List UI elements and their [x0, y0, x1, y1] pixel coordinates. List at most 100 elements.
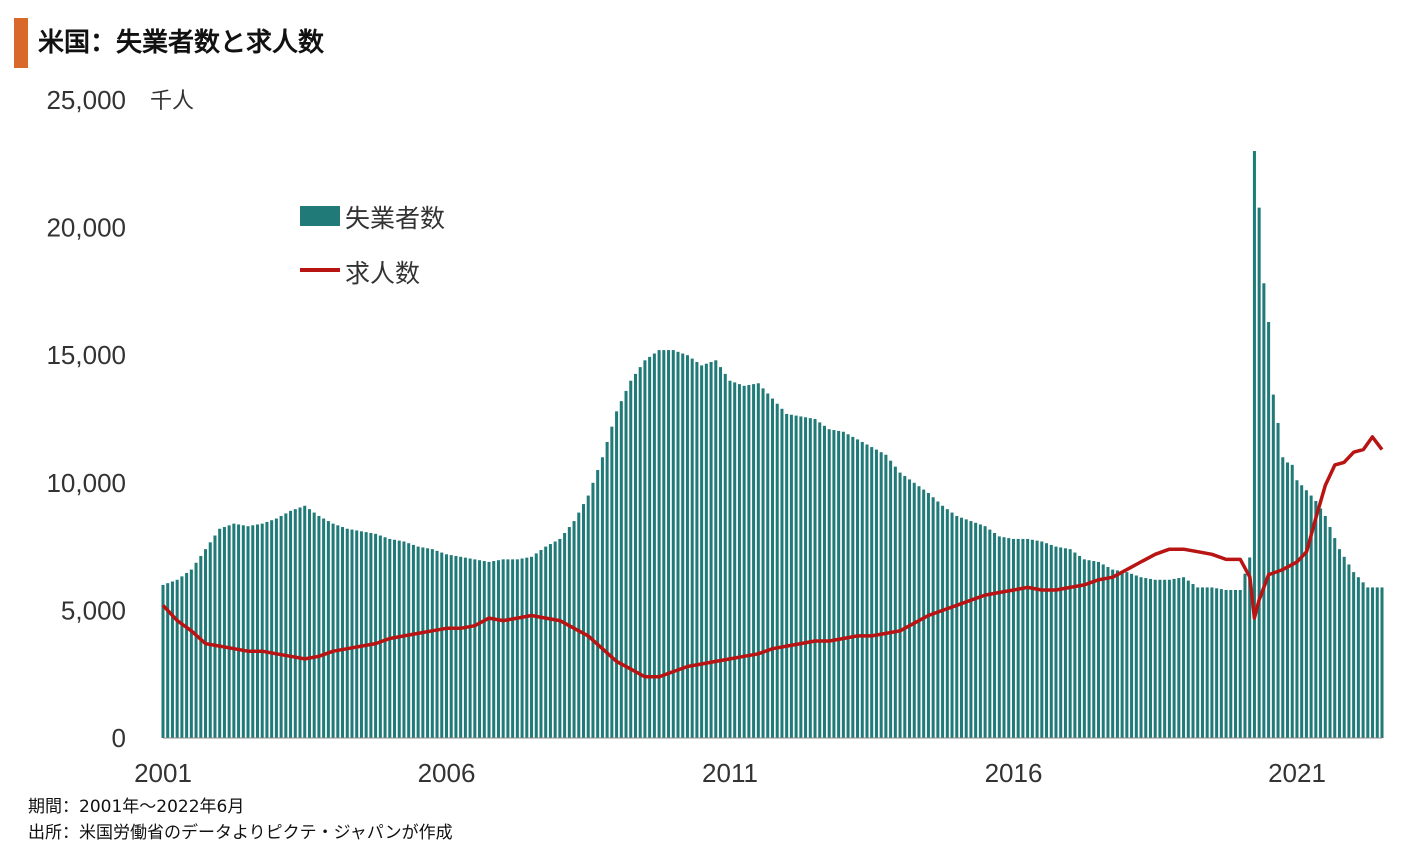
x-tick-label: 2006 — [418, 758, 476, 788]
unemployed-bar — [1234, 589, 1238, 738]
unemployed-bar — [1073, 552, 1077, 738]
unemployed-bar — [411, 544, 415, 738]
unemployed-bar — [1352, 572, 1356, 738]
unemployed-bar — [430, 549, 434, 738]
y-tick-label: 0 — [112, 723, 126, 753]
unemployed-bar — [1087, 560, 1091, 738]
unemployed-bar — [794, 415, 798, 738]
legend-label-unemployed: 失業者数 — [345, 204, 445, 233]
unemployed-bar — [577, 512, 581, 738]
unemployed-bar — [1002, 537, 1006, 738]
unemployed-bar — [889, 460, 893, 738]
unemployed-bar — [808, 418, 812, 738]
unemployed-bar — [884, 454, 888, 738]
unemployed-bar — [667, 350, 671, 738]
unemployed-bar — [950, 512, 954, 738]
unemployed-bar — [1224, 589, 1228, 738]
unemployed-bar — [690, 358, 694, 738]
unemployed-bar — [728, 380, 732, 738]
legend: 失業者数 求人数 — [300, 204, 445, 288]
unemployed-bar — [695, 362, 699, 738]
unemployed-bar — [789, 414, 793, 738]
unemployed-bar — [832, 430, 836, 738]
unemployed-bar — [1304, 490, 1308, 738]
job-openings-line — [161, 435, 1384, 679]
unemployed-bar — [1186, 580, 1190, 738]
unemployed-bar — [1271, 394, 1275, 738]
title-accent-bar — [14, 18, 28, 68]
unemployed-bar — [1153, 579, 1157, 738]
unemployed-bar — [742, 385, 746, 738]
unemployed-bar — [704, 363, 708, 738]
unemployed-bar — [615, 411, 619, 738]
unemployed-bar — [1347, 564, 1351, 738]
unemployed-bar — [955, 515, 959, 738]
unemployed-bar — [785, 413, 789, 738]
unemployed-bar — [846, 434, 850, 738]
unemployed-bar — [312, 512, 316, 738]
unemployed-bar — [1040, 541, 1044, 738]
chart-title: 米国：失業者数と求人数 — [38, 28, 325, 58]
unemployed-bar — [1097, 561, 1101, 738]
unemployed-bar — [1182, 577, 1186, 738]
unemployed-bar — [1219, 589, 1223, 738]
unemployed-bar — [350, 529, 354, 738]
unemployed-bar — [657, 350, 661, 738]
unemployed-bar — [1380, 587, 1384, 738]
unemployed-bar — [1309, 495, 1313, 738]
unemployed-bar — [582, 504, 586, 738]
unemployed-bar — [487, 561, 491, 738]
x-axis-ticks: 2001 2006 2011 2016 2021 — [134, 758, 1326, 788]
unemployed-bar — [775, 403, 779, 738]
unemployed-bar — [322, 518, 326, 738]
unemployed-bar — [1328, 527, 1332, 738]
footnote-source: 出所：米国労働省のデータよりピクテ・ジャパンが作成 — [28, 823, 453, 843]
unemployed-bar — [1191, 584, 1195, 738]
unemployed-bar — [1319, 508, 1323, 738]
unemployed-bar — [1078, 555, 1082, 738]
unemployed-bar — [383, 537, 387, 738]
unemployed-bar — [1030, 539, 1034, 738]
unemployed-bar — [1115, 570, 1119, 738]
legend-label-openings: 求人数 — [345, 259, 420, 288]
y-unit-label: 千人 — [150, 89, 194, 114]
unemployed-bar — [1210, 587, 1214, 738]
unemployed-bar — [237, 524, 241, 738]
unemployed-bar — [1007, 538, 1011, 738]
unemployed-bar — [1059, 547, 1063, 738]
unemployed-bar — [199, 555, 203, 738]
unemployed-bar — [1300, 485, 1304, 738]
unemployed-bar — [1021, 538, 1025, 738]
unemployed-bar — [610, 426, 614, 738]
job-openings-line-group — [161, 435, 1384, 679]
unemployed-bar — [1276, 422, 1280, 738]
unemployed-bar — [567, 527, 571, 738]
unemployed-bar — [1205, 587, 1209, 738]
unemployed-bar — [218, 528, 222, 738]
unemployed-bar — [1016, 538, 1020, 738]
unemployed-bar — [1130, 573, 1134, 738]
unemployed-bar — [941, 505, 945, 738]
unemployed-bar — [780, 408, 784, 738]
unemployed-bar — [629, 380, 633, 738]
unemployed-bar — [374, 533, 378, 738]
unemployed-bar — [1361, 582, 1365, 738]
unemployed-bar — [1035, 540, 1039, 738]
unemployed-bar — [520, 558, 524, 738]
unemployed-bar — [421, 547, 425, 738]
unemployed-bar — [1177, 578, 1181, 738]
x-tick-label: 2021 — [1268, 758, 1326, 788]
unemployed-bar — [822, 425, 826, 738]
unemployed-bar — [1167, 579, 1171, 738]
x-tick-label: 2001 — [134, 758, 192, 788]
unemployed-bar — [1342, 556, 1346, 738]
unemployed-bar — [983, 526, 987, 738]
unemployed-bar — [676, 351, 680, 738]
unemployed-bar — [293, 509, 297, 738]
unemployed-bar — [426, 548, 430, 738]
unemployed-bar — [1172, 578, 1176, 738]
unemployed-bar — [865, 444, 869, 738]
unemployed-bar — [893, 466, 897, 738]
unemployed-bar — [700, 365, 704, 738]
unemployed-bar — [993, 532, 997, 738]
